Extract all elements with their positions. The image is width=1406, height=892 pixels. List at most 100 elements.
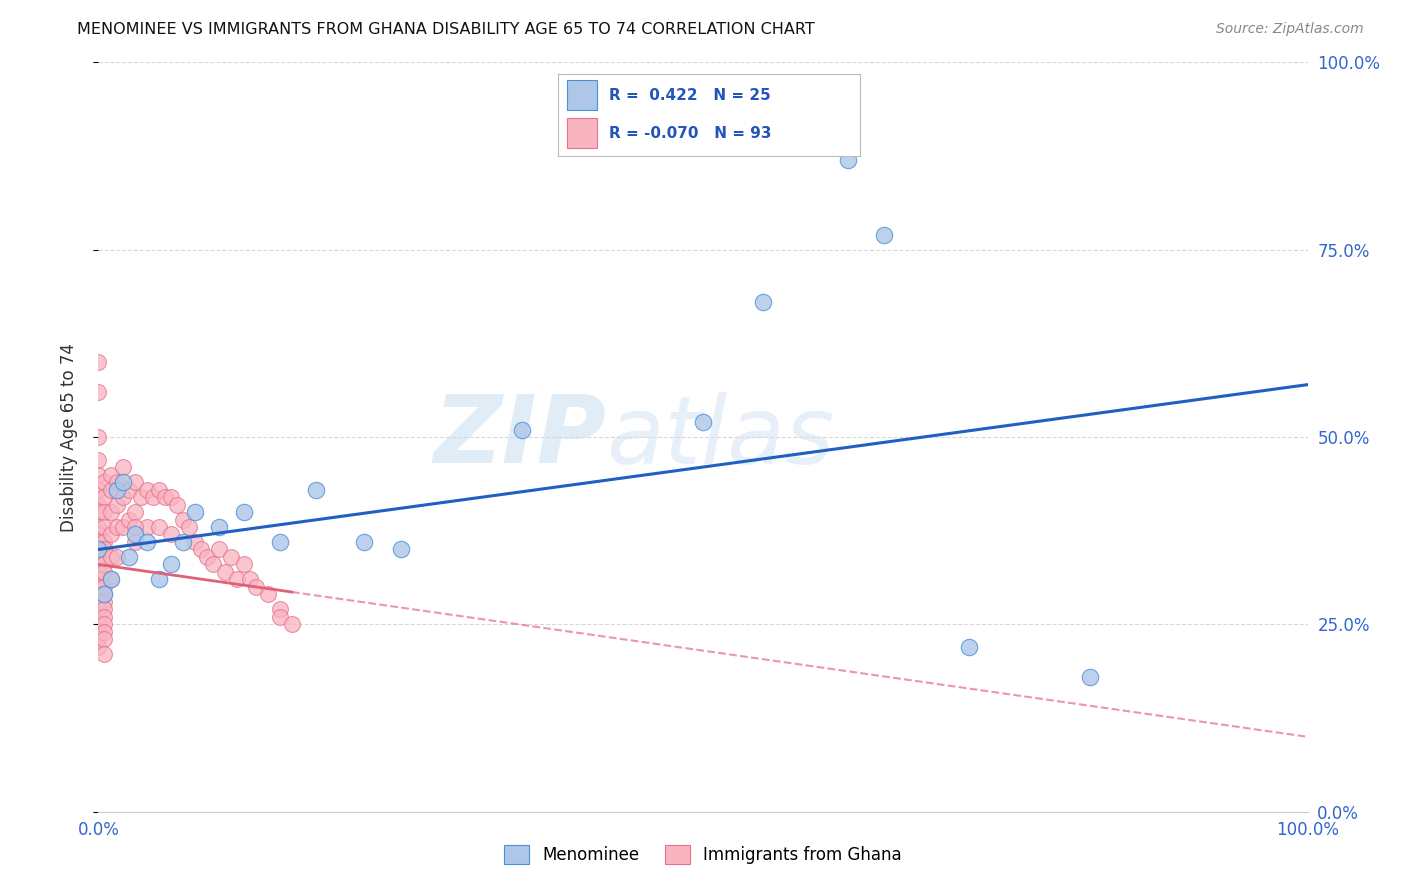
- Point: [87, 573, 110, 587]
- Point: [87, 602, 110, 616]
- Point: [87, 430, 110, 444]
- Point: [87, 505, 110, 519]
- Point: [135, 520, 157, 534]
- Point: [87, 595, 110, 609]
- Point: [148, 483, 170, 497]
- Point: [752, 295, 775, 310]
- Point: [873, 227, 896, 242]
- Point: [135, 535, 157, 549]
- Point: [100, 505, 122, 519]
- Point: [118, 512, 141, 526]
- Point: [124, 475, 146, 489]
- Point: [93, 595, 115, 609]
- Point: [87, 610, 110, 624]
- Point: [87, 565, 110, 579]
- Point: [87, 542, 110, 557]
- Point: [221, 549, 243, 564]
- Point: [129, 490, 152, 504]
- Point: [208, 542, 231, 557]
- Point: [105, 483, 128, 497]
- Point: [93, 520, 115, 534]
- Point: [93, 558, 115, 572]
- Text: atlas: atlas: [606, 392, 835, 483]
- Point: [957, 640, 980, 654]
- Point: [256, 587, 278, 601]
- Point: [184, 535, 207, 549]
- Point: [87, 467, 110, 482]
- Point: [118, 549, 141, 564]
- Point: [100, 549, 122, 564]
- Point: [172, 535, 194, 549]
- Point: [111, 490, 134, 504]
- Point: [281, 617, 304, 632]
- Point: [87, 535, 110, 549]
- Point: [100, 573, 122, 587]
- Point: [105, 549, 128, 564]
- Point: [93, 617, 115, 632]
- Point: [124, 535, 146, 549]
- Point: [87, 355, 110, 369]
- Point: [111, 460, 134, 475]
- Point: [148, 573, 170, 587]
- Point: [124, 505, 146, 519]
- Point: [100, 483, 122, 497]
- Point: [87, 385, 110, 400]
- Point: [87, 483, 110, 497]
- Point: [148, 520, 170, 534]
- Point: [1078, 670, 1101, 684]
- Point: [111, 475, 134, 489]
- Point: [87, 549, 110, 564]
- Point: [100, 573, 122, 587]
- Point: [208, 520, 231, 534]
- Point: [93, 542, 115, 557]
- Point: [87, 542, 110, 557]
- Point: [105, 520, 128, 534]
- Point: [87, 587, 110, 601]
- Point: [510, 423, 533, 437]
- Point: [239, 573, 262, 587]
- Point: [184, 505, 207, 519]
- Point: [93, 648, 115, 662]
- Point: [87, 580, 110, 594]
- Point: [202, 558, 225, 572]
- Point: [269, 610, 291, 624]
- Point: [105, 475, 128, 489]
- Point: [269, 535, 291, 549]
- Point: [87, 452, 110, 467]
- Point: [124, 520, 146, 534]
- Point: [87, 602, 110, 616]
- Point: [190, 542, 212, 557]
- Point: [160, 558, 183, 572]
- Point: [93, 565, 115, 579]
- Point: [142, 490, 165, 504]
- Point: [93, 587, 115, 601]
- Point: [87, 498, 110, 512]
- Point: [87, 640, 110, 654]
- Point: [93, 490, 115, 504]
- Point: [179, 520, 201, 534]
- Point: [124, 527, 146, 541]
- Point: [87, 558, 110, 572]
- Text: ZIP: ZIP: [433, 391, 606, 483]
- Point: [160, 490, 183, 504]
- Point: [87, 617, 110, 632]
- Point: [305, 483, 328, 497]
- Point: [87, 624, 110, 639]
- Point: [245, 580, 267, 594]
- Point: [93, 602, 115, 616]
- Point: [93, 610, 115, 624]
- Point: [389, 542, 412, 557]
- Point: [153, 490, 176, 504]
- Text: Source: ZipAtlas.com: Source: ZipAtlas.com: [1216, 22, 1364, 37]
- Point: [87, 632, 110, 647]
- Point: [100, 467, 122, 482]
- Point: [93, 505, 115, 519]
- Point: [166, 498, 188, 512]
- Point: [93, 535, 115, 549]
- Point: [232, 505, 254, 519]
- Point: [105, 498, 128, 512]
- Point: [87, 527, 110, 541]
- Point: [100, 527, 122, 541]
- Point: [93, 587, 115, 601]
- Point: [87, 617, 110, 632]
